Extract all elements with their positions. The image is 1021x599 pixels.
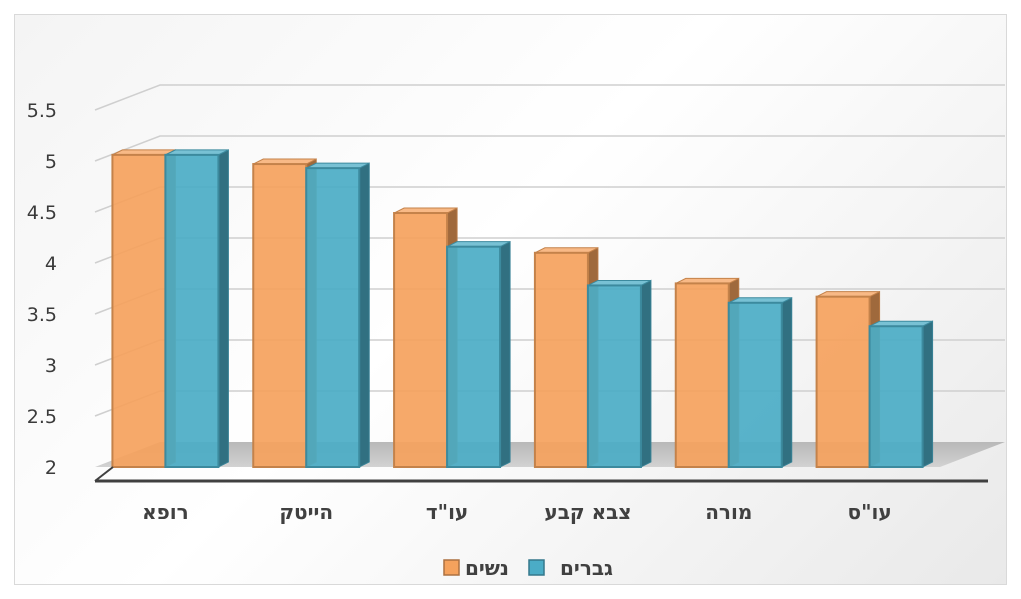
y-tick-label: 5.5	[27, 100, 57, 122]
bar	[305, 162, 370, 468]
x-category-label: הייטק	[279, 500, 333, 524]
y-tick-label: 5	[45, 151, 57, 173]
bar-chart: 2 2.5 3 3.5 4 4.5 5 5.5 רופא הייטק עו"ד צבא קבע מורה…	[27, 84, 1005, 580]
x-category-label: מורה	[705, 500, 752, 524]
gridline	[94, 186, 1005, 213]
bar	[727, 296, 793, 468]
bar	[111, 149, 176, 468]
gridline	[94, 84, 1005, 111]
y-tick-label: 2	[45, 457, 57, 479]
x-category-label: עו"ס	[847, 500, 891, 524]
legend-swatch	[443, 559, 460, 576]
bar	[164, 149, 229, 468]
x-category-label: עו"ד	[426, 500, 468, 524]
chart-area: 2 2.5 3 3.5 4 4.5 5 5.5 רופא הייטק עו"ד צבא קבע מורה…	[14, 14, 1007, 585]
gridline	[94, 135, 1005, 162]
bar	[586, 279, 652, 468]
y-tick-label: 3	[45, 355, 57, 377]
legend-item: נשים	[443, 556, 509, 580]
legend-label: גברים	[560, 556, 613, 580]
axis-corner	[94, 466, 114, 482]
bar	[446, 240, 511, 468]
y-tick-label: 2.5	[27, 406, 57, 428]
x-category-label: רופא	[142, 500, 189, 524]
legend-swatch	[528, 559, 545, 576]
y-tick-label: 4.5	[27, 202, 57, 224]
bar	[868, 320, 934, 468]
legend-item: גברים	[528, 556, 613, 580]
legend: נשים גברים	[443, 556, 613, 580]
legend-label: נשים	[465, 556, 509, 580]
y-tick-label: 4	[45, 253, 57, 275]
y-tick-label: 3.5	[27, 304, 57, 326]
x-category-label: צבא קבע	[544, 500, 631, 524]
